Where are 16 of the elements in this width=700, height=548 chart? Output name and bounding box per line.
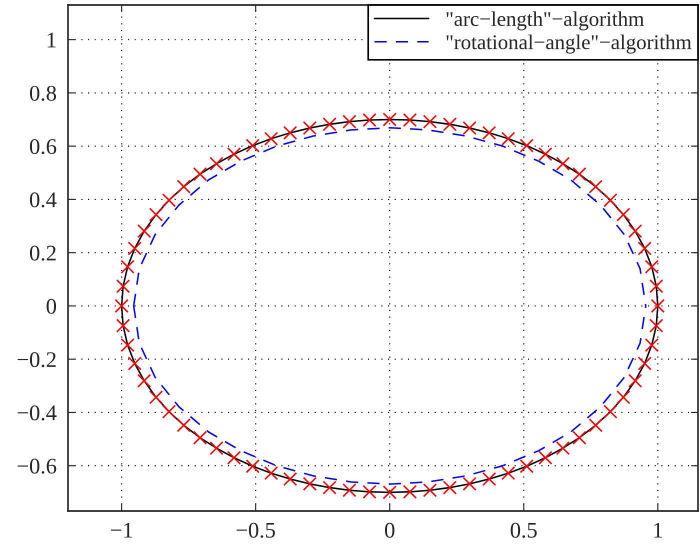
y-tick-label: −0.6 (18, 458, 56, 474)
y-tick-label: 0.8 (30, 86, 56, 101)
x-tick-label: 1 (654, 522, 662, 538)
y-tick-label: 0 (46, 298, 56, 314)
y-tick-label: 0.2 (30, 246, 56, 261)
legend-label: "arc−length"−algorithm (446, 11, 644, 30)
y-tick-label: −0.4 (18, 405, 57, 420)
y-tick-label: −0.2 (18, 352, 56, 368)
y-tick-label: 0.6 (30, 139, 56, 154)
x-tick-label: −1 (110, 522, 132, 538)
x-tick-label: 0.5 (510, 522, 537, 538)
x-tick-label: 0 (384, 522, 394, 538)
y-tick-label: 0.4 (30, 192, 57, 208)
y-tick-label: 1 (48, 32, 56, 48)
x-tick-label: −0.5 (236, 522, 275, 538)
legend-label: "rotational−angle"−algorithm (446, 34, 692, 54)
